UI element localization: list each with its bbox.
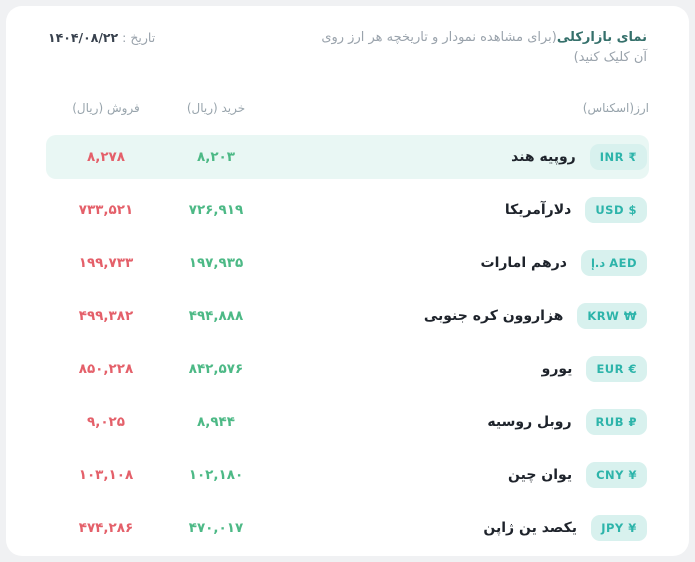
buy-value: ۱۰۲,۱۸۰ [188, 467, 244, 483]
currency-name: یوان چین [508, 467, 573, 483]
sell-value: ۴۷۴,۲۸۶ [78, 520, 134, 536]
page-title: نمای بازارکلی(برای مشاهده نمودار و تاریخ… [307, 28, 647, 67]
currency-row[interactable]: USD $ دلارآمریکا ۷۲۶,۹۱۹ ۷۳۳,۵۲۱ [46, 188, 649, 232]
currency-name: درهم امارات [480, 255, 567, 271]
column-header-currency: ارز(اسکناس) [582, 101, 649, 115]
sell-value: ۷۳۳,۵۲۱ [78, 202, 134, 218]
currency-name: یکصد ین ژاپن [483, 520, 577, 536]
sell-value: ۴۹۹,۳۸۲ [78, 308, 134, 324]
currency-name: روبل روسیه [487, 414, 572, 430]
currency-row[interactable]: د.إ AED درهم امارات ۱۹۷,۹۳۵ ۱۹۹,۷۳۳ [46, 241, 649, 285]
currency-row[interactable]: KRW ₩ هزاروون کره جنوبی ۴۹۴,۸۸۸ ۴۹۹,۳۸۲ [46, 294, 649, 338]
currency-name: هزاروون کره جنوبی [423, 308, 564, 324]
currency-row[interactable]: EUR € یورو ۸۴۲,۵۷۶ ۸۵۰,۲۲۸ [46, 347, 649, 391]
currency-rows: INR ₹ روپیه هند ۸,۲۰۳ ۸,۲۷۸ USD $ دلارآم… [6, 135, 689, 550]
buy-value: ۱۹۷,۹۳۵ [188, 255, 244, 271]
currency-badge: USD $ [585, 197, 647, 223]
currency-badge: EUR € [586, 356, 647, 382]
currency-row[interactable]: RUB ₽ روبل روسیه ۸,۹۴۴ ۹,۰۲۵ [46, 400, 649, 444]
currency-badge: JPY ¥ [591, 515, 647, 541]
column-header-sell: فروش (ریال) [72, 101, 140, 115]
currency-badge: KRW ₩ [577, 303, 647, 329]
page-title-main: نمای بازارکلی [556, 30, 647, 45]
buy-value: ۸,۹۴۴ [196, 414, 236, 430]
currency-cell: CNY ¥ یوان چین [266, 462, 649, 488]
currency-cell: د.إ AED درهم امارات [266, 250, 649, 276]
currency-cell: USD $ دلارآمریکا [266, 197, 649, 223]
date-label: تاریخ : [122, 30, 156, 45]
currency-name: دلارآمریکا [504, 202, 572, 218]
topbar: نمای بازارکلی(برای مشاهده نمودار و تاریخ… [6, 24, 689, 67]
column-header-buy: خرید (ریال) [186, 101, 246, 115]
currency-cell: INR ₹ روپیه هند [266, 144, 649, 170]
sell-value: ۱۰۳,۱۰۸ [78, 467, 134, 483]
currency-badge: د.إ AED [580, 250, 647, 276]
currency-cell: KRW ₩ هزاروون کره جنوبی [266, 303, 649, 329]
currency-cell: RUB ₽ روبل روسیه [266, 409, 649, 435]
currency-badge: CNY ¥ [586, 462, 647, 488]
currency-row[interactable]: CNY ¥ یوان چین ۱۰۲,۱۸۰ ۱۰۳,۱۰۸ [46, 453, 649, 497]
currency-badge: RUB ₽ [585, 409, 647, 435]
sell-value: ۹,۰۲۵ [86, 414, 126, 430]
currency-cell: EUR € یورو [266, 356, 649, 382]
currency-cell: JPY ¥ یکصد ین ژاپن [266, 515, 649, 541]
market-overview-card: نمای بازارکلی(برای مشاهده نمودار و تاریخ… [6, 6, 689, 556]
date-value: ۱۴۰۴/۰۸/۲۲ [48, 30, 119, 45]
date-display: تاریخ : ۱۴۰۴/۰۸/۲۲ [48, 28, 155, 45]
page-title-hint: (برای مشاهده نمودار و تاریخچه هر ارز روی… [321, 30, 647, 65]
buy-value: ۴۷۰,۰۱۷ [188, 520, 244, 536]
currency-row[interactable]: JPY ¥ یکصد ین ژاپن ۴۷۰,۰۱۷ ۴۷۴,۲۸۶ [46, 506, 649, 550]
buy-value: ۸۴۲,۵۷۶ [188, 361, 244, 377]
currency-name: یورو [541, 361, 573, 377]
sell-value: ۸,۲۷۸ [86, 149, 126, 165]
currency-row[interactable]: INR ₹ روپیه هند ۸,۲۰۳ ۸,۲۷۸ [46, 135, 649, 179]
currency-name: روپیه هند [511, 149, 576, 165]
table-header-row: ارز(اسکناس) خرید (ریال) فروش (ریال) [46, 101, 649, 115]
buy-value: ۸,۲۰۳ [196, 149, 236, 165]
sell-value: ۸۵۰,۲۲۸ [78, 361, 134, 377]
buy-value: ۴۹۴,۸۸۸ [188, 308, 244, 324]
currency-badge: INR ₹ [589, 144, 647, 170]
sell-value: ۱۹۹,۷۳۳ [78, 255, 134, 271]
buy-value: ۷۲۶,۹۱۹ [188, 202, 244, 218]
